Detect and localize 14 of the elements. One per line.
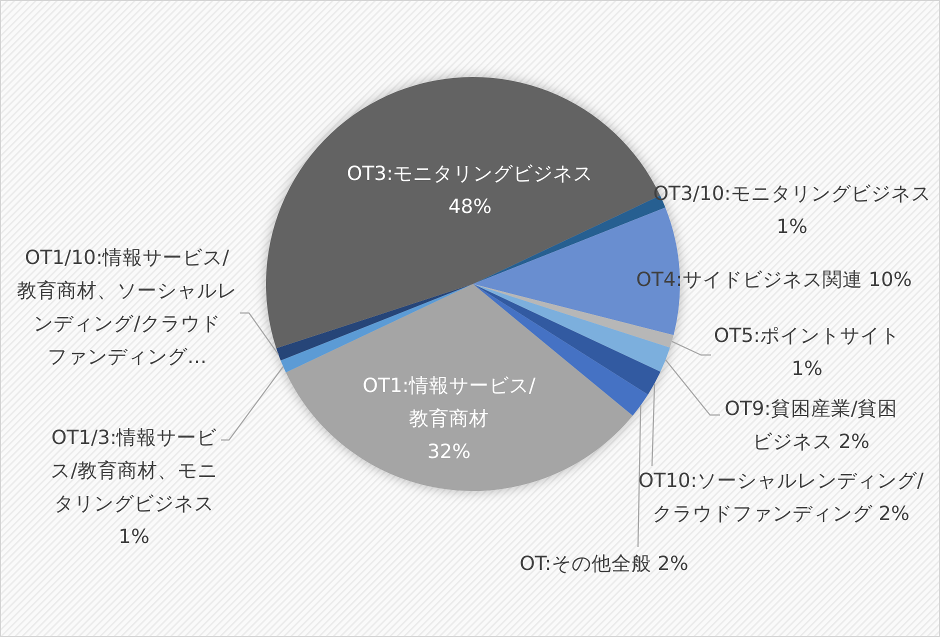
slice-label: OT9:貧困産業/貧困ビジネス 2%	[724, 396, 898, 454]
data-label: 48%	[448, 194, 492, 218]
data-label: 1%	[776, 214, 808, 238]
slice-label: OT10:ソーシャルレンディング/クラウドファンディング 2%	[637, 468, 925, 526]
data-label: 1%	[118, 524, 150, 548]
slice-label: OT4:サイドビジネス関連 10%	[636, 266, 912, 292]
slice-label: OT1/10:情報サービス/教育商材、ソーシャルレンディング/クラウドファンディング…	[17, 244, 237, 370]
slice-label: OT1:情報サービス/教育商材	[362, 374, 536, 430]
slice-label: OT5:ポイントサイト	[714, 324, 900, 346]
slice-label: OT:その他全般 2%	[520, 550, 688, 576]
data-label: 1%	[792, 356, 822, 380]
slice-label: OT1/3:情報サービス/教育商材、モニタリングビジネス	[50, 426, 218, 514]
slice-label: OT3:モニタリングビジネス	[346, 162, 594, 184]
data-label: 32%	[427, 440, 471, 462]
